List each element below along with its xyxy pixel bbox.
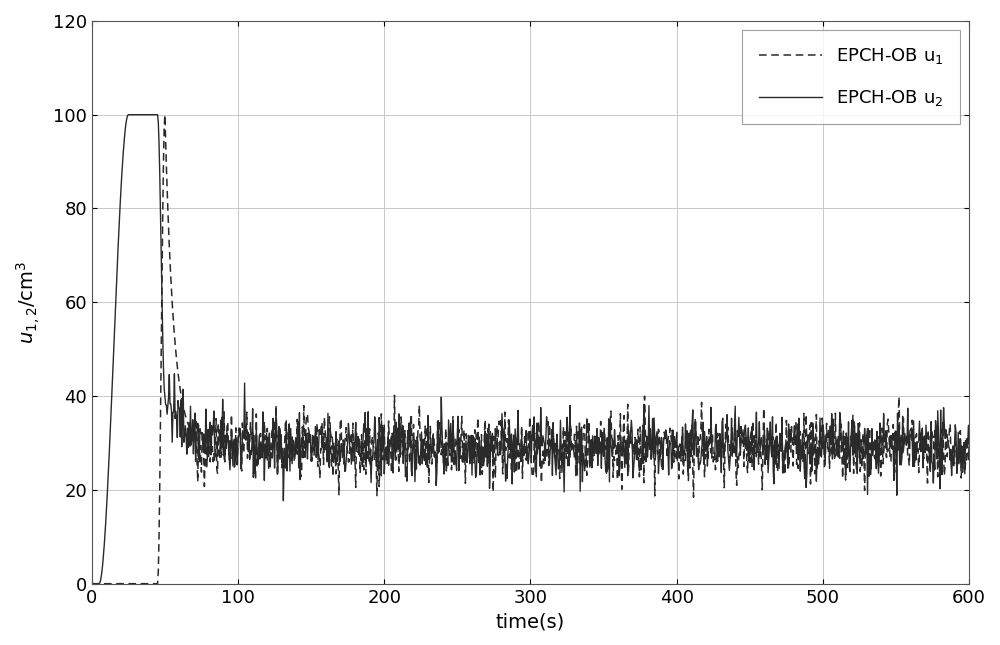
EPCH-OB u$_2$ [963,442,975,450]
EPCH-OB u$_1$ [759,444,771,452]
EPCH-OB u$_2$ [759,461,771,468]
Y-axis label: $u_{1,2}$/cm$^3$: $u_{1,2}$/cm$^3$ [14,261,42,344]
EPCH-OB u$_2$ [669,433,681,441]
EPCH-OB u$_2$ [377,446,389,453]
EPCH-OB u$_1$ [86,580,98,588]
EPCH-OB u$_1$ [377,456,389,464]
EPCH-OB u$_1$ [159,111,171,119]
Line: EPCH-OB u$_2$: EPCH-OB u$_2$ [92,115,969,584]
X-axis label: time(s): time(s) [496,612,565,631]
EPCH-OB u$_1$ [637,421,649,429]
Legend: EPCH-OB u$_1$, EPCH-OB u$_2$: EPCH-OB u$_1$, EPCH-OB u$_2$ [742,30,960,124]
Line: EPCH-OB u$_1$: EPCH-OB u$_1$ [92,115,969,584]
EPCH-OB u$_1$ [963,441,975,449]
EPCH-OB u$_2$ [363,457,375,465]
EPCH-OB u$_2$ [122,111,134,119]
EPCH-OB u$_1$ [287,446,299,453]
EPCH-OB u$_1$ [669,446,681,454]
EPCH-OB u$_1$ [363,441,375,448]
EPCH-OB u$_2$ [287,436,299,444]
EPCH-OB u$_2$ [637,459,649,467]
EPCH-OB u$_2$ [86,580,98,588]
